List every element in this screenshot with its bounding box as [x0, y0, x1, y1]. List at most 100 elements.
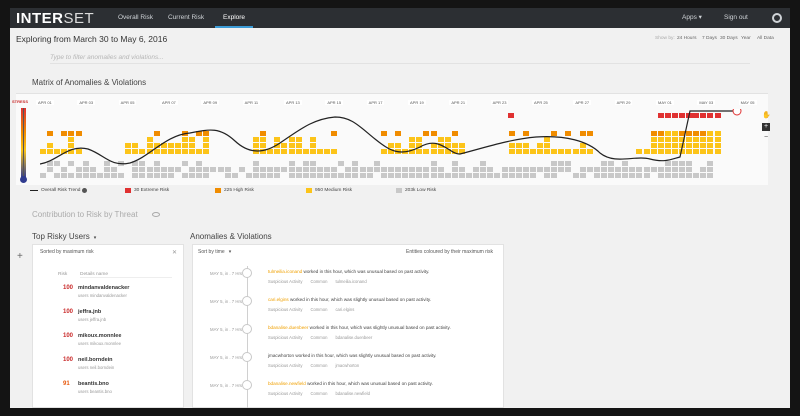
matrix-cell[interactable] — [345, 173, 352, 178]
matrix-cell[interactable] — [373, 167, 380, 172]
matrix-cell[interactable] — [664, 143, 671, 148]
matrix-cell[interactable] — [693, 131, 700, 136]
matrix-cell[interactable] — [196, 173, 203, 178]
anomaly-event[interactable]: MAY 5, in . 7 Hrs bdanalise.newfield work… — [210, 380, 510, 408]
matrix-cell[interactable] — [508, 143, 515, 148]
matrix-cell[interactable] — [629, 173, 636, 178]
matrix-cell[interactable] — [146, 167, 153, 172]
matrix-cell[interactable] — [253, 143, 259, 148]
matrix-cell[interactable] — [267, 173, 274, 178]
matrix-cell[interactable] — [274, 149, 281, 154]
matrix-cell[interactable] — [657, 167, 664, 172]
matrix-cell[interactable] — [508, 167, 515, 172]
matrix-cell[interactable] — [700, 167, 707, 172]
matrix-cell[interactable] — [437, 149, 444, 154]
matrix-cell[interactable] — [153, 143, 160, 148]
matrix-cell[interactable] — [253, 167, 259, 172]
matrix-cell[interactable] — [643, 173, 650, 178]
matrix-cell[interactable] — [473, 167, 480, 172]
matrix-cell[interactable] — [132, 161, 139, 166]
matrix-cell[interactable] — [153, 149, 160, 154]
matrix-cell[interactable] — [260, 131, 267, 136]
matrix-cell[interactable] — [380, 131, 387, 136]
matrix-cell[interactable] — [522, 143, 529, 148]
filter-input[interactable]: Type to filter anomalies and violations.… — [50, 54, 750, 64]
matrix-cell[interactable] — [345, 167, 352, 172]
matrix-cell[interactable] — [182, 143, 188, 148]
matrix-cell[interactable] — [707, 161, 714, 166]
matrix-cell[interactable] — [707, 173, 714, 178]
matrix-cell[interactable] — [707, 131, 714, 136]
matrix-cell[interactable] — [309, 167, 316, 172]
matrix-cell[interactable] — [75, 131, 82, 136]
matrix-cell[interactable] — [522, 173, 529, 178]
matrix-cell[interactable] — [608, 167, 614, 172]
matrix-cell[interactable] — [182, 161, 188, 166]
matrix-cell[interactable] — [395, 131, 401, 136]
matrix-cell[interactable] — [444, 137, 451, 142]
matrix-cell[interactable] — [451, 149, 458, 154]
matrix-cell[interactable] — [82, 161, 89, 166]
matrix-cell[interactable] — [686, 167, 693, 172]
matrix-cell[interactable] — [210, 167, 217, 172]
event-tag[interactable]: cari.elgins — [335, 307, 355, 312]
matrix-cell[interactable] — [288, 143, 295, 148]
matrix-cell[interactable] — [387, 173, 394, 178]
anomaly-event[interactable]: MAY 5, in . 7 Hrs bdanalise.duenbeer work… — [210, 324, 510, 354]
apps-menu[interactable]: Apps ▾ — [682, 14, 702, 21]
matrix-cell[interactable] — [416, 137, 423, 142]
matrix-cell[interactable] — [416, 149, 423, 154]
matrix-cell[interactable] — [714, 113, 721, 118]
matrix-cell[interactable] — [274, 173, 281, 178]
matrix-cell[interactable] — [600, 161, 607, 166]
matrix-cell[interactable] — [267, 149, 274, 154]
matrix-cell[interactable] — [260, 149, 267, 154]
matrix-cell[interactable] — [466, 173, 472, 178]
matrix-cell[interactable] — [174, 143, 181, 148]
matrix-cell[interactable] — [451, 161, 458, 166]
user-name[interactable]: jeffra.jnb — [78, 309, 102, 315]
matrix-cell[interactable] — [160, 149, 167, 154]
range-year[interactable]: Year — [741, 36, 751, 41]
matrix-cell[interactable] — [657, 113, 664, 118]
matrix-cell[interactable] — [281, 143, 288, 148]
matrix-cell[interactable] — [295, 137, 302, 142]
matrix-cell[interactable] — [387, 149, 394, 154]
matrix-cell[interactable] — [380, 173, 387, 178]
user-row[interactable]: 100 mindanvaldenacker users mindanvaldenac… — [58, 285, 178, 307]
matrix-cell[interactable] — [593, 167, 600, 172]
matrix-cell[interactable] — [316, 149, 323, 154]
matrix-cell[interactable] — [132, 143, 139, 148]
event-entity-link[interactable]: cari.elgins — [268, 297, 289, 302]
matrix-cell[interactable] — [267, 167, 274, 172]
matrix-cell[interactable] — [522, 131, 529, 136]
matrix-cell[interactable] — [359, 167, 366, 172]
matrix-cell[interactable] — [409, 149, 416, 154]
matrix-cell[interactable] — [366, 173, 373, 178]
matrix-cell[interactable] — [68, 137, 75, 142]
matrix-cell[interactable] — [693, 173, 700, 178]
matrix-cell[interactable] — [331, 131, 338, 136]
event-tag[interactable]: tulmeilia.iconand — [335, 279, 367, 284]
matrix-cell[interactable] — [430, 143, 437, 148]
matrix-cell[interactable] — [309, 149, 316, 154]
matrix-cell[interactable] — [416, 167, 423, 172]
event-tag[interactable]: Suspicious Activity — [268, 307, 303, 312]
matrix-cell[interactable] — [189, 167, 196, 172]
matrix-cell[interactable] — [253, 149, 259, 154]
matrix-cell[interactable] — [253, 137, 259, 142]
event-tag[interactable]: Common — [310, 279, 328, 284]
matrix-cell[interactable] — [295, 173, 302, 178]
matrix-cell[interactable] — [309, 137, 316, 142]
matrix-cell[interactable] — [437, 137, 444, 142]
matrix-cell[interactable] — [671, 143, 678, 148]
matrix-cell[interactable] — [700, 143, 707, 148]
matrix-cell[interactable] — [146, 143, 153, 148]
matrix-cell[interactable] — [217, 167, 224, 172]
matrix-cell[interactable] — [61, 149, 68, 154]
matrix-cell[interactable] — [196, 131, 203, 136]
matrix-cell[interactable] — [657, 149, 664, 154]
matrix-cell[interactable] — [686, 131, 693, 136]
matrix-cell[interactable] — [380, 167, 387, 172]
matrix-cell[interactable] — [671, 113, 678, 118]
